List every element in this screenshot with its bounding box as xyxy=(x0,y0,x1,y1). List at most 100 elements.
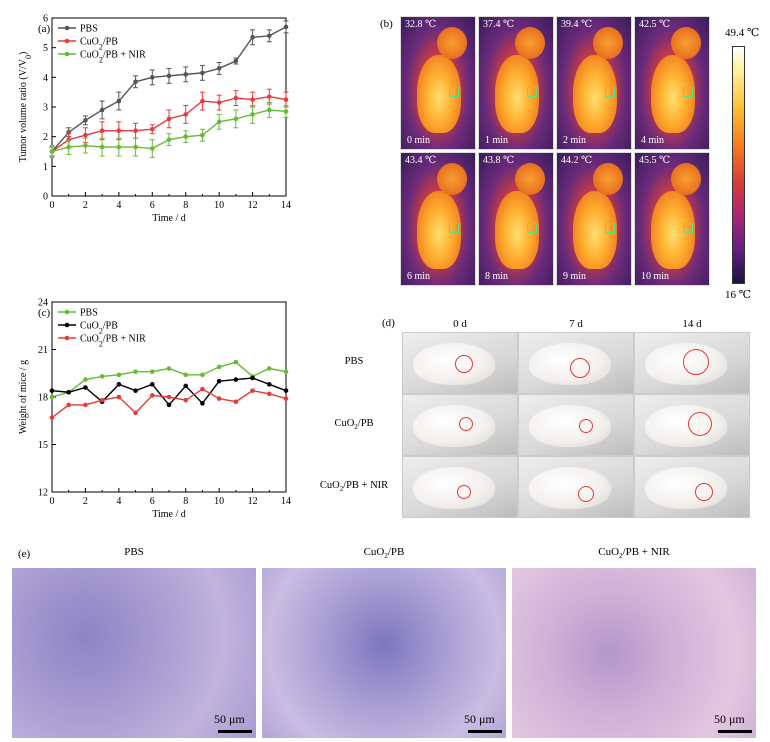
data-point xyxy=(266,33,272,39)
data-point xyxy=(99,144,105,150)
data-point xyxy=(233,58,239,64)
data-point xyxy=(266,107,272,113)
mouse-photo xyxy=(402,456,518,518)
time-label: 1 min xyxy=(485,135,509,146)
scale-bar xyxy=(468,730,502,733)
x-tick-label: 12 xyxy=(248,200,258,211)
scale-bar-label: 50 μm xyxy=(214,712,245,726)
data-point xyxy=(133,79,138,85)
mouse-body xyxy=(529,467,611,509)
legend-marker xyxy=(64,51,70,57)
tumor-circle xyxy=(683,349,709,375)
group-label: CuO2/PB xyxy=(334,418,374,432)
thermal-frame: 32.8 ℃ 0 min xyxy=(400,16,476,150)
y-axis-label: Weight of mice / g xyxy=(18,360,29,434)
data-point xyxy=(216,66,222,71)
data-point xyxy=(183,383,189,389)
mouse-photo xyxy=(518,332,634,394)
legend-marker xyxy=(64,38,70,44)
time-label: 9 min xyxy=(563,271,587,282)
legend-entry: CuO2/PB + NIR xyxy=(80,334,146,349)
data-point xyxy=(116,382,122,387)
data-point xyxy=(49,388,55,393)
mouse-thermal-head xyxy=(515,27,545,59)
panel-e-label: (e) xyxy=(18,548,31,560)
mouse-body xyxy=(413,343,495,385)
tumor-circle xyxy=(459,417,473,431)
data-point xyxy=(233,359,239,365)
data-point xyxy=(66,144,72,150)
data-point xyxy=(166,137,172,142)
mouse-photo xyxy=(634,394,750,456)
data-point xyxy=(266,366,272,371)
data-point xyxy=(233,95,239,101)
x-tick-label: 8 xyxy=(183,200,188,211)
temperature-label: 45.5 ℃ xyxy=(639,155,671,166)
panel-b: (b) 32.8 ℃ 0 min 37.4 ℃ 1 min 39.4 ℃ 2 min 42.… xyxy=(380,8,770,303)
data-point xyxy=(183,112,189,117)
mouse-body xyxy=(645,405,727,447)
data-point xyxy=(149,382,155,387)
mouse-thermal-head xyxy=(437,27,467,59)
data-point xyxy=(216,100,222,105)
data-point xyxy=(133,128,138,134)
data-point xyxy=(216,396,222,401)
time-label: 0 min xyxy=(407,135,431,146)
data-point xyxy=(283,24,289,30)
mouse-photo xyxy=(402,332,518,394)
panel-label: (a) xyxy=(38,23,51,35)
tumor-circle xyxy=(455,355,473,373)
panel-c: (c) 0 2 4 6 8 10 12 14 12 15 18 21 24 Time / d Weight o… xyxy=(0,290,300,530)
thermal-frame: 43.4 ℃ 6 min xyxy=(400,152,476,286)
mouse-thermal-head xyxy=(515,163,545,195)
data-point xyxy=(133,369,138,374)
data-point xyxy=(116,98,122,104)
data-point xyxy=(183,72,189,77)
day-header: 7 d xyxy=(569,318,583,330)
tumor-roi-marker xyxy=(683,87,693,97)
x-tick-label: 10 xyxy=(214,200,224,211)
data-point xyxy=(283,109,289,114)
mouse-thermal-body xyxy=(573,191,617,269)
data-point xyxy=(250,388,255,393)
data-point xyxy=(83,402,88,408)
data-point xyxy=(99,107,105,113)
thermal-frame: 39.4 ℃ 2 min xyxy=(556,16,632,150)
mouse-thermal-body xyxy=(495,191,539,269)
thermal-frame: 37.4 ℃ 1 min xyxy=(478,16,554,150)
scale-bar-label: 50 μm xyxy=(464,712,495,726)
y-tick-label: 24 xyxy=(38,298,48,309)
y-tick-label: 21 xyxy=(38,345,48,356)
tumor-circle xyxy=(457,485,471,499)
mouse-thermal-body xyxy=(573,55,617,133)
mouse-body xyxy=(645,467,727,509)
tumor-roi-marker xyxy=(527,87,537,97)
group-label: PBS xyxy=(344,356,364,367)
x-tick-label: 0 xyxy=(50,200,55,211)
day-header: 0 d xyxy=(453,318,467,330)
temperature-label: 43.4 ℃ xyxy=(405,155,437,166)
data-point xyxy=(216,364,222,370)
scale-bar-label: 50 μm xyxy=(714,712,745,726)
histology-title: PBS xyxy=(124,546,144,558)
group-label: CuO2/PB + NIR xyxy=(319,480,389,494)
y-tick-label: 3 xyxy=(43,103,48,114)
mouse-photo xyxy=(634,332,750,394)
time-label: 4 min xyxy=(641,135,665,146)
data-point xyxy=(149,393,155,398)
x-axis-label: Time / d xyxy=(152,509,186,520)
data-point xyxy=(266,94,272,99)
data-point xyxy=(83,118,88,123)
data-point xyxy=(200,386,205,392)
data-point xyxy=(116,128,122,134)
data-point xyxy=(83,385,88,390)
data-point xyxy=(216,119,222,125)
data-point xyxy=(250,97,255,102)
data-point xyxy=(166,402,172,408)
mouse-photo xyxy=(634,456,750,518)
data-point xyxy=(200,372,205,378)
series-0 xyxy=(49,359,289,400)
mouse-thermal-body xyxy=(417,191,461,269)
panel-d: (d) 0 d 7 d 14 d PBS CuO2/PB CuO2/PB + NIR xyxy=(310,312,770,530)
y-tick-label: 0 xyxy=(43,192,48,203)
